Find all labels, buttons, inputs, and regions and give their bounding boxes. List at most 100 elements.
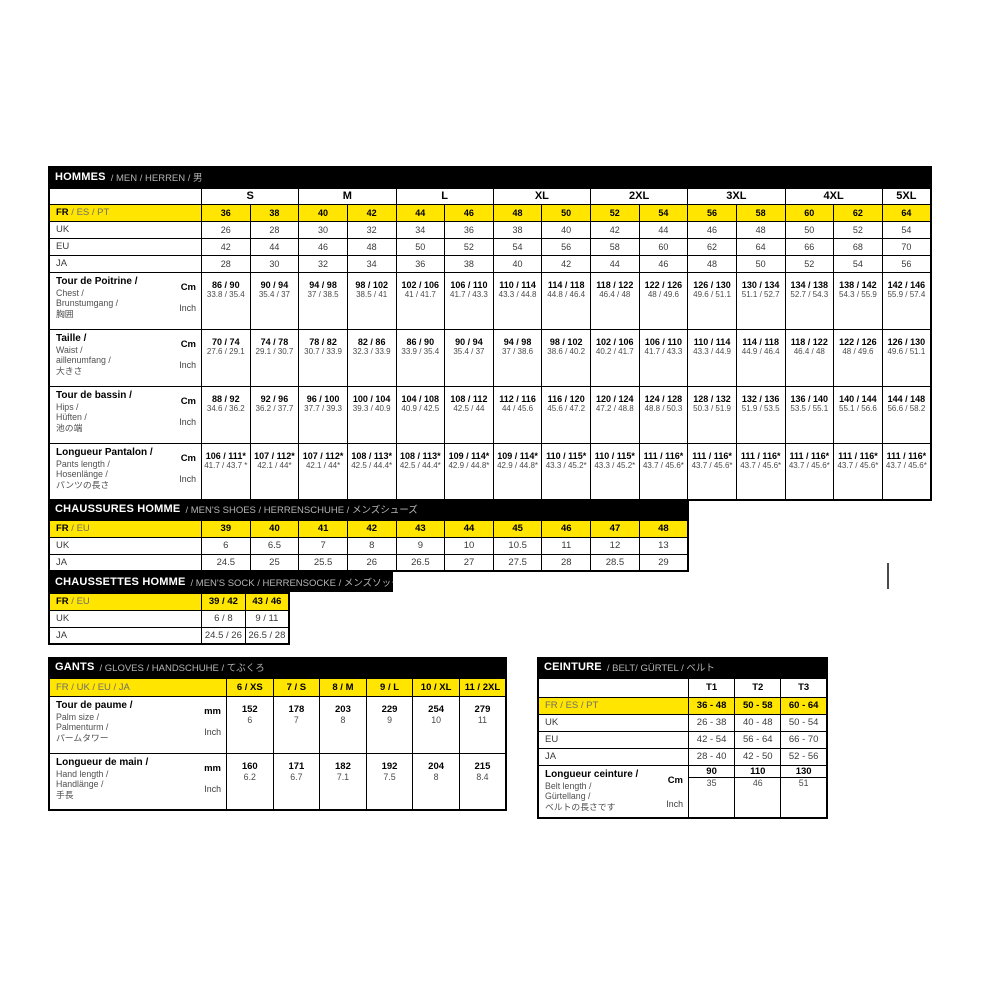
inch-value: 48 / 49.6 [842,346,874,356]
metric-value: 111 / 116* [643,450,684,461]
empty-corner-cell [48,187,202,205]
row-label: UK [48,536,202,555]
measure-label-fr: Tour de Poitrine / [56,275,138,287]
shoes-header-bar: CHAUSSURES HOMME / MEN'S SHOES / HERRENS… [48,499,689,519]
size-value-cell: 26.5 [395,553,446,572]
size-group-header: XL [492,187,592,205]
measure-value-cell: 98 / 102 38.6 / 40.2 [541,328,591,387]
size-value-cell: 54 [492,237,543,256]
socks-subtitle: / MEN'S SOCK / HERRENSOCKE / メンズソックス [190,578,393,589]
measure-value-cell: 124 / 128 48.8 / 50.3 [638,385,689,444]
size-value-cell: 29 [638,553,689,572]
inch-value: 6.2 [243,771,256,782]
metric-value: 120 / 124 [596,393,634,404]
inch-value: 46 [735,776,780,788]
measure-value-cell: 178 7 [272,695,321,754]
unit-label-top: Cm [180,452,196,464]
size-value-cell: 28 - 40 [687,747,736,766]
metric-value: 279 [474,703,491,715]
metric-value: 102 / 106 [596,336,634,347]
measure-value-cell: 90 / 94 35.4 / 37 [249,271,300,330]
row-label: JA [48,254,202,273]
metric-value: 109 / 114* [497,450,538,461]
metric-value: 112 / 116 [499,393,536,404]
size-value-cell: 36 [395,254,446,273]
size-value-cell: 27 [444,553,494,572]
inch-value: 37 / 38.6 [501,346,534,356]
inch-value: 47.2 / 48.8 [595,403,634,413]
measure-value-cell: 144 / 148 56.6 / 58.2 [881,385,932,444]
size-value-cell: 44 [638,220,689,239]
size-value-cell: 6 / 8 [201,609,246,628]
unit-label-bottom: Inch [204,783,221,794]
inch-value: 30.7 / 33.9 [304,346,342,356]
metric-value: 74 / 78 [260,336,289,347]
measure-value-cell: 128 / 132 50.3 / 51.9 [687,385,737,444]
measure-value-cell: 171 6.7 [272,752,321,811]
metric-value: 254 [428,703,445,715]
metric-value: 144 / 148 [887,393,926,404]
metric-value: 182 [335,760,351,772]
row-label: EU [48,237,202,256]
inch-value: 55.1 / 56.6 [839,403,877,413]
size-value-cell: 56 [541,237,591,256]
size-value-cell: 54 [833,254,883,273]
size-value-cell: 62 [687,237,737,256]
unit-label-bottom: Inch [179,359,196,370]
metric-value: 102 / 106 [401,279,440,290]
size-value-cell: 26 - 38 [687,713,736,732]
metric-value: 98 / 102 [355,279,388,290]
metric-value: 110 [750,765,766,777]
size-value-cell: 50 [395,237,446,256]
inch-value: 49.6 / 51.1 [887,346,926,356]
measure-value-cell: 86 / 90 33.8 / 35.4 [201,271,251,330]
measure-value-cell: 88 / 92 34.6 / 36.2 [201,385,251,444]
size-value-cell: 42 [541,254,591,273]
inch-value: 52.7 / 54.3 [790,289,829,299]
inch-value: 40.9 / 42.5 [401,403,440,413]
measure-value-cell: 110 / 115* 43.3 / 45.2* [541,442,591,501]
size-value-cell: 41 [298,519,348,538]
measure-value-cell: 254 10 [412,695,460,754]
inch-value: 10 [431,714,441,725]
measure-label-translation: Hosenlänge / [56,469,108,480]
measure-value-cell: 107 / 112* 42.1 / 44* [298,442,348,501]
size-value-cell: 43 / 46 [244,592,290,611]
measure-label-translation: Palm size / [56,711,100,722]
row-label-strong: FR [56,207,69,218]
size-group-header: 5XL [881,187,932,205]
size-value-cell: 40 [249,519,300,538]
hommes-header-bar: HOMMES / MEN / HERREN / 男 [48,166,932,187]
inch-value: 37.7 / 39.3 [304,403,342,413]
measure-value-cell: 132 / 136 51.9 / 53.5 [735,385,786,444]
measure-label-translation: ベルトの長さです [545,802,616,813]
row-label: UK [48,609,202,628]
measure-label-translation: 大きさ [56,366,83,377]
measure-value-cell: 109 / 114* 42.9 / 44.8* [492,442,543,501]
measure-value-cell: 82 / 86 32.3 / 33.9 [346,328,397,387]
measure-value-cell: 130 / 134 51.1 / 52.7 [735,271,786,330]
size-value-cell: 46 [444,203,494,222]
unit-label-bottom: Inch [179,302,196,313]
metric-value: 106 / 110 [450,279,488,290]
inch-value: 43.7 / 45.6* [642,460,684,470]
measure-value-cell: 160 6.2 [226,752,274,811]
metric-value: 94 / 98 [503,336,532,347]
measure-label-translation: 胸囲 [56,309,74,320]
inch-value: 36.2 / 37.7 [255,403,294,413]
metric-value: 134 / 138 [790,279,829,290]
stray-vertical-line [887,563,889,589]
size-value-cell: 44 [249,237,300,256]
inch-value: 41.7 / 43.3 [450,289,488,299]
metric-value: 122 / 126 [644,279,683,290]
unit-label-top: mm [204,762,221,774]
measure-value-cell: 74 / 78 29.1 / 30.7 [249,328,300,387]
size-value-cell: 48 [735,220,786,239]
size-group-header: L [395,187,494,205]
row-label-rest: JA [56,629,68,641]
hommes-size-table: HOMMES / MEN / HERREN / 男 S M L XL 2XL 3XL 4XL… [48,166,932,501]
inch-value: 41 / 41.7 [404,289,436,299]
measure-value-cell: 215 8.4 [458,752,507,811]
inch-value: 43.7 / 45.6* [885,460,927,470]
gloves-table: GANTS / GLOVES / HANDSCHUHE / てぶくろ FR / … [48,657,507,811]
